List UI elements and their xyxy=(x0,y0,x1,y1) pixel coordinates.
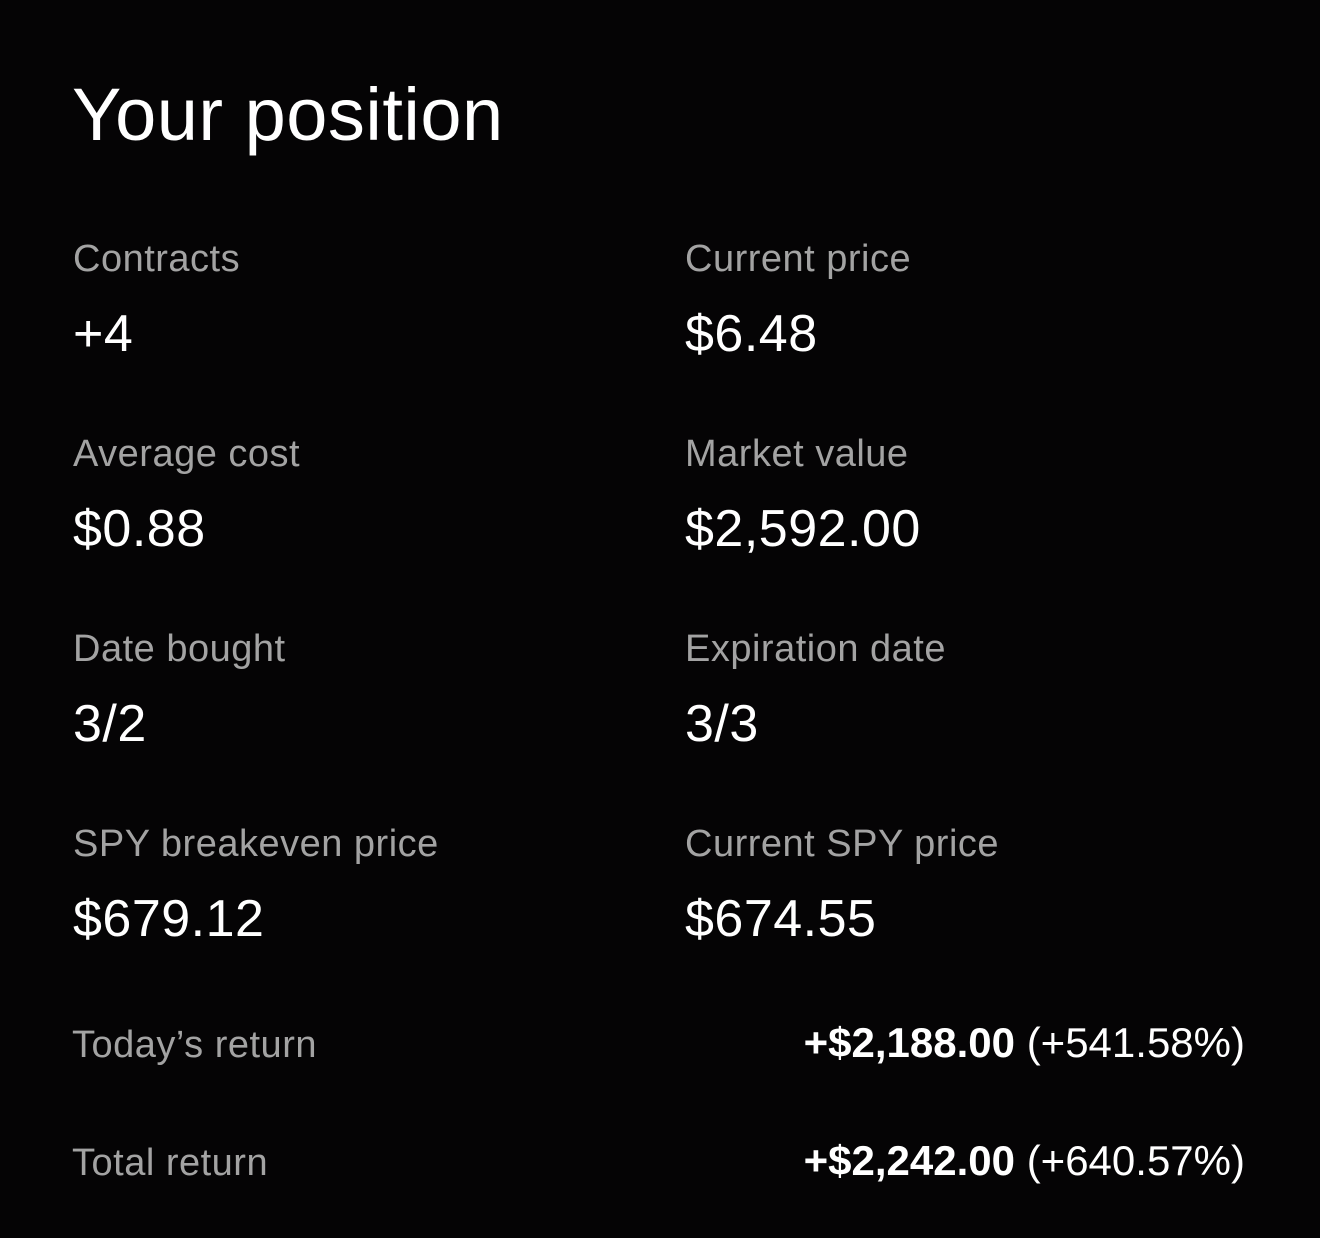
todays-return-row: Today’s return +$2,188.00 (+541.58%) xyxy=(72,1022,1245,1066)
stat-contracts: Contracts +4 xyxy=(73,240,633,360)
total-return-row: Total return +$2,242.00 (+640.57%) xyxy=(72,1140,1245,1184)
stat-label: Average cost xyxy=(73,433,301,475)
stat-average-cost: Average cost $0.88 xyxy=(73,435,633,555)
stat-value: 3/2 xyxy=(73,695,147,753)
stat-value: $674.55 xyxy=(685,890,877,948)
stat-label: Current price xyxy=(685,238,912,280)
stat-label: Date bought xyxy=(73,628,286,670)
page-title: Your position xyxy=(72,73,504,156)
stat-value: +4 xyxy=(73,305,134,363)
stat-market-value: Market value $2,592.00 xyxy=(685,435,1245,555)
total-return-amount: +$2,242.00 xyxy=(803,1137,1016,1184)
stat-label: Market value xyxy=(685,433,909,475)
total-return-percent: (+640.57%) xyxy=(1026,1137,1245,1184)
stat-value: $2,592.00 xyxy=(685,500,921,558)
stat-value: 3/3 xyxy=(685,695,759,753)
stat-label: Current SPY price xyxy=(685,823,1000,865)
stat-current-spy-price: Current SPY price $674.55 xyxy=(685,825,1245,945)
stat-label: Contracts xyxy=(73,238,241,280)
total-return-label: Total return xyxy=(72,1142,269,1184)
stat-expiration-date: Expiration date 3/3 xyxy=(685,630,1245,750)
total-return-value: +$2,242.00 (+640.57%) xyxy=(804,1140,1245,1182)
stat-label: SPY breakeven price xyxy=(73,823,439,865)
todays-return-label: Today’s return xyxy=(72,1024,317,1066)
stat-breakeven-price: SPY breakeven price $679.12 xyxy=(73,825,633,945)
todays-return-value: +$2,188.00 (+541.58%) xyxy=(804,1022,1245,1064)
stat-value: $6.48 xyxy=(685,305,818,363)
stat-value: $679.12 xyxy=(73,890,265,948)
todays-return-amount: +$2,188.00 xyxy=(803,1019,1016,1066)
todays-return-percent: (+541.58%) xyxy=(1026,1019,1245,1066)
stat-value: $0.88 xyxy=(73,500,206,558)
stat-date-bought: Date bought 3/2 xyxy=(73,630,633,750)
stat-current-price: Current price $6.48 xyxy=(685,240,1245,360)
stat-label: Expiration date xyxy=(685,628,946,670)
